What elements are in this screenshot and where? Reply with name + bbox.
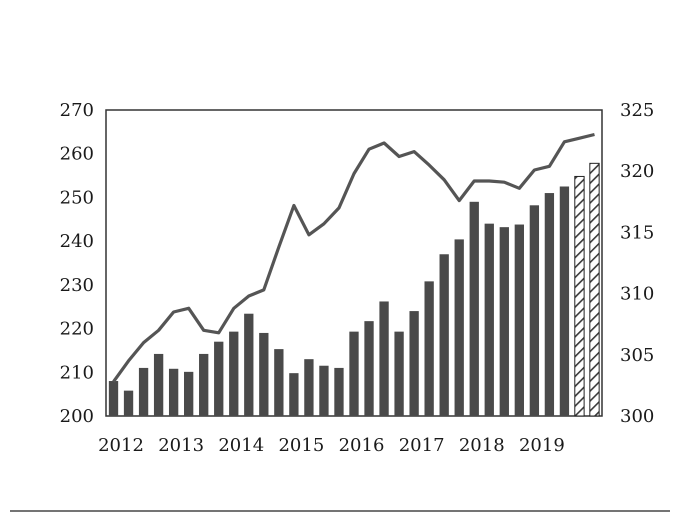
bar	[499, 227, 509, 416]
x-tick-label: 2013	[158, 435, 204, 456]
bar	[199, 353, 209, 416]
x-tick-label: 2016	[339, 435, 385, 456]
series-line	[112, 132, 595, 383]
bars	[108, 162, 600, 417]
bar	[559, 186, 570, 416]
y-left-tick-labels: 200 210 220 230 240 250 260 270	[60, 100, 94, 427]
y-left-tick-label: 230	[60, 275, 94, 296]
bar	[379, 301, 389, 416]
bar	[289, 373, 299, 416]
bar	[168, 368, 179, 416]
y-right-tick-label: 325	[620, 100, 654, 121]
bar	[529, 205, 540, 416]
bar	[138, 367, 149, 416]
y-left-tick-label: 270	[60, 100, 94, 121]
x-tick-label: 2014	[218, 435, 264, 456]
bar	[229, 331, 239, 416]
y-left-tick-label: 250	[60, 187, 94, 208]
bar	[123, 390, 134, 416]
bar	[394, 331, 404, 416]
bar	[334, 367, 344, 416]
bar	[304, 359, 314, 416]
bar	[514, 224, 524, 416]
bar	[274, 349, 284, 416]
bar	[153, 353, 164, 416]
y-right-tick-label: 300	[620, 406, 654, 427]
bar	[259, 332, 269, 416]
bar-hatched	[589, 162, 600, 417]
x-tick-label: 2012	[98, 435, 144, 456]
x-tick-label: 2018	[459, 435, 505, 456]
y-right-tick-labels: 300 305 310 315 320 325	[620, 100, 654, 427]
bar	[484, 223, 494, 416]
y-left-tick-label: 220	[60, 319, 94, 340]
bar	[364, 321, 374, 416]
bar	[424, 281, 434, 416]
y-left-tick-label: 200	[60, 406, 94, 427]
x-tick-label: 2015	[278, 435, 324, 456]
bar	[454, 239, 464, 416]
y-right-tick-label: 315	[620, 222, 654, 243]
y-left-tick-label: 260	[60, 144, 94, 165]
y-left-tick-label: 240	[60, 231, 94, 252]
x-tick-label: 2017	[399, 435, 445, 456]
y-right-tick-label: 305	[620, 345, 654, 366]
bar	[184, 371, 194, 416]
bar	[244, 313, 254, 416]
bar	[319, 365, 329, 416]
bar	[409, 311, 419, 416]
bar	[108, 381, 119, 416]
y-right-tick-label: 320	[620, 161, 654, 182]
x-tick-labels: 2012 2013 2014 2015 2016 2017 2018 2019	[98, 435, 565, 456]
bar	[469, 201, 479, 416]
y-right-tick-label: 310	[620, 284, 654, 305]
x-tick-label: 2019	[519, 435, 565, 456]
bar	[544, 193, 555, 416]
bar	[439, 254, 449, 416]
bar	[214, 341, 224, 416]
line-layer	[112, 132, 595, 383]
bar	[349, 331, 359, 416]
y-left-tick-label: 210	[60, 362, 94, 383]
bar-hatched	[574, 175, 585, 417]
